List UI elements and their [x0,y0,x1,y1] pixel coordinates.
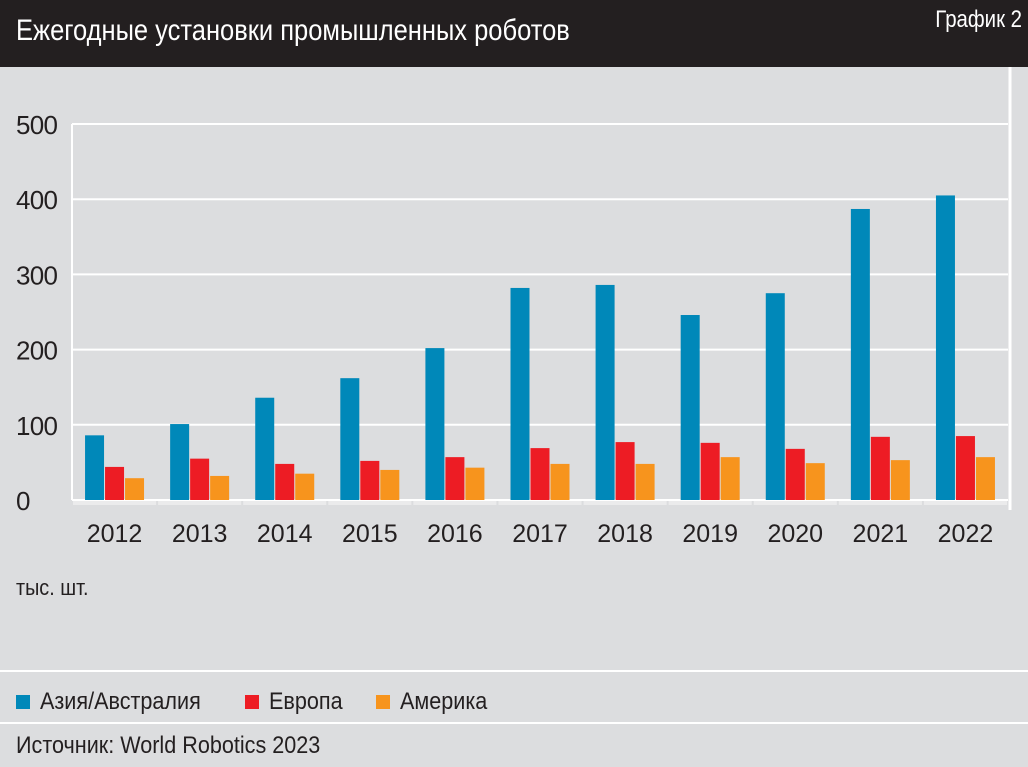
x-axis-segment [923,501,1007,505]
bar-2015-2 [380,469,400,500]
x-axis-segment [243,501,327,505]
y-tick-label: 300 [16,260,58,290]
y-tick-label: 500 [16,110,58,140]
bar-2021-2 [890,460,910,500]
bar-2018-2 [635,463,655,500]
x-axis-segment [583,501,667,505]
bar-2021-0 [850,208,870,500]
bar-2022-2 [975,457,995,500]
source-note: Источник: World Robotics 2023 [16,732,321,759]
x-tick-label: 2021 [853,520,909,547]
bar-2013-1 [190,458,210,500]
legend-label: Америка [400,688,488,715]
bar-2021-1 [870,436,890,500]
x-axis-segment [753,501,837,505]
y-tick-label: 400 [16,185,58,215]
header: Ежегодные установки промышленных роботов… [0,0,1028,67]
x-tick-label: 2019 [682,520,738,547]
x-axis-segment [668,501,752,505]
bar-2012-2 [125,478,145,500]
y-tick-label: 0 [16,486,30,516]
x-tick-label: 2018 [597,520,653,547]
bar-2014-1 [275,463,295,500]
x-tick-label: 2017 [512,520,568,547]
x-tick-label: 2014 [257,520,313,547]
legend-swatch [16,695,30,709]
bar-2013-0 [170,424,190,500]
legend-item: Европа [244,688,351,716]
bar-2020-1 [785,448,805,500]
x-tick-label: 2016 [427,520,483,547]
figure-label: График 2 [935,6,1022,33]
unit-label: тыс. шт. [16,575,89,600]
bar-2013-2 [210,475,230,500]
x-tick-label: 2022 [938,520,994,547]
bar-2017-2 [550,463,570,500]
bar-2016-1 [445,457,465,500]
bar-2016-2 [465,467,485,500]
y-tick-label: 100 [16,411,58,441]
bar-2019-0 [680,315,700,500]
x-axis-segment [73,501,157,505]
bar-2014-2 [295,473,315,500]
legend-item: Америка [376,688,497,716]
x-axis-segment [413,501,497,505]
bar-2015-0 [340,378,360,500]
legend-swatch [244,695,259,709]
bar-2015-1 [360,460,380,500]
bar-2017-1 [530,448,550,500]
x-axis-segment [498,501,582,505]
legend: Азия/Австралия Европа Америка [16,688,523,716]
legend-item: Азия/Австралия [16,688,219,716]
bar-chart: 0 100 200 300 400 500 2012 2013 2014 2015 2016 2017… [16,67,1012,547]
bar-2019-1 [700,442,720,500]
legend-label: Европа [268,688,343,715]
x-tick-label: 2013 [172,520,228,547]
x-axis-segment [328,501,412,505]
bar-2022-1 [955,436,975,500]
chart-title: Ежегодные установки промышленных роботов [16,14,570,47]
bar-2016-0 [425,348,445,500]
bar-2022-0 [935,195,955,500]
bar-2017-0 [510,287,530,500]
divider [0,722,1028,724]
x-tick-label: 2012 [87,520,143,547]
legend-label: Азия/Австралия [40,688,201,715]
legend-swatch [376,695,391,709]
x-axis-segment [158,501,242,505]
divider [0,670,1028,672]
bar-2019-2 [720,457,740,500]
x-tick-label: 2015 [342,520,398,547]
x-tick-label: 2020 [767,520,823,547]
bar-2020-2 [805,463,825,500]
bar-2018-0 [595,284,615,500]
y-tick-label: 200 [16,336,58,366]
bar-2012-0 [85,435,105,500]
bar-2012-1 [105,466,125,500]
x-axis-segment [838,501,922,505]
bar-2018-1 [615,442,635,500]
bar-2014-0 [255,397,275,500]
bar-2020-0 [765,293,785,500]
